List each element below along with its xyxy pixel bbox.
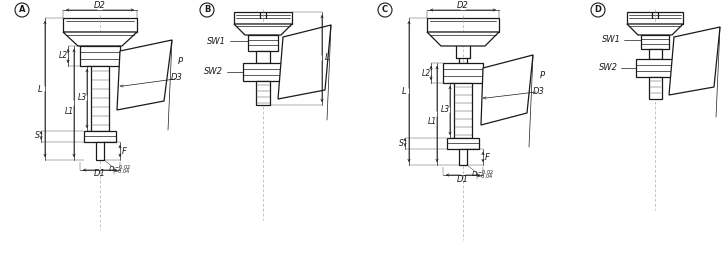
Bar	[80, 46, 120, 66]
Text: L1: L1	[427, 118, 436, 126]
Text: D3: D3	[171, 73, 183, 83]
Bar	[641, 35, 669, 49]
Text: B: B	[204, 5, 210, 15]
Bar	[63, 18, 137, 32]
Bar	[234, 12, 292, 24]
Polygon shape	[627, 24, 683, 35]
Text: SW2: SW2	[598, 63, 617, 73]
Text: D: D	[595, 5, 601, 15]
Text: L: L	[325, 54, 329, 62]
Bar	[649, 49, 662, 59]
Text: L2: L2	[422, 69, 430, 77]
Text: SW1: SW1	[601, 36, 621, 44]
Circle shape	[15, 3, 29, 17]
Bar	[627, 12, 683, 24]
Text: L3: L3	[78, 94, 87, 102]
Bar	[459, 149, 467, 165]
Text: D2: D2	[457, 2, 469, 10]
Bar	[243, 63, 283, 81]
Bar	[443, 63, 483, 83]
Text: L2: L2	[58, 51, 68, 61]
Text: A: A	[19, 5, 25, 15]
Bar	[256, 51, 270, 63]
Bar	[447, 138, 479, 149]
Circle shape	[200, 3, 214, 17]
Bar	[454, 83, 472, 138]
Bar	[91, 66, 109, 131]
Bar	[427, 18, 499, 32]
Circle shape	[378, 3, 392, 17]
Bar	[248, 35, 278, 51]
Text: SW1: SW1	[206, 37, 225, 45]
Bar	[636, 59, 674, 77]
Bar	[649, 77, 662, 99]
Text: L: L	[402, 87, 406, 95]
Text: $D^{-0.02}_{-0.04}$: $D^{-0.02}_{-0.04}$	[472, 168, 494, 182]
Polygon shape	[427, 32, 499, 46]
Bar	[96, 142, 104, 160]
Text: S: S	[35, 132, 39, 140]
Polygon shape	[63, 32, 137, 46]
Text: SW2: SW2	[204, 68, 222, 76]
Text: F: F	[121, 147, 126, 155]
Circle shape	[591, 3, 605, 17]
Text: C: C	[382, 5, 388, 15]
Polygon shape	[117, 40, 172, 110]
Text: D2: D2	[94, 2, 106, 10]
Text: D1: D1	[457, 175, 469, 183]
Text: L: L	[38, 84, 42, 94]
Text: S: S	[398, 139, 403, 147]
Text: $D^{-0.02}_{-0.04}$: $D^{-0.02}_{-0.04}$	[108, 163, 132, 177]
Bar	[84, 131, 116, 142]
Text: P: P	[539, 70, 545, 80]
Text: P: P	[177, 56, 182, 65]
Polygon shape	[278, 25, 331, 99]
Polygon shape	[234, 24, 292, 35]
Polygon shape	[669, 27, 720, 95]
Text: D3: D3	[533, 87, 545, 95]
Text: L1: L1	[65, 107, 73, 115]
Polygon shape	[481, 55, 533, 125]
Bar	[256, 81, 270, 105]
Text: L3: L3	[441, 105, 449, 115]
Text: D1: D1	[94, 169, 106, 179]
Text: F: F	[485, 153, 489, 161]
